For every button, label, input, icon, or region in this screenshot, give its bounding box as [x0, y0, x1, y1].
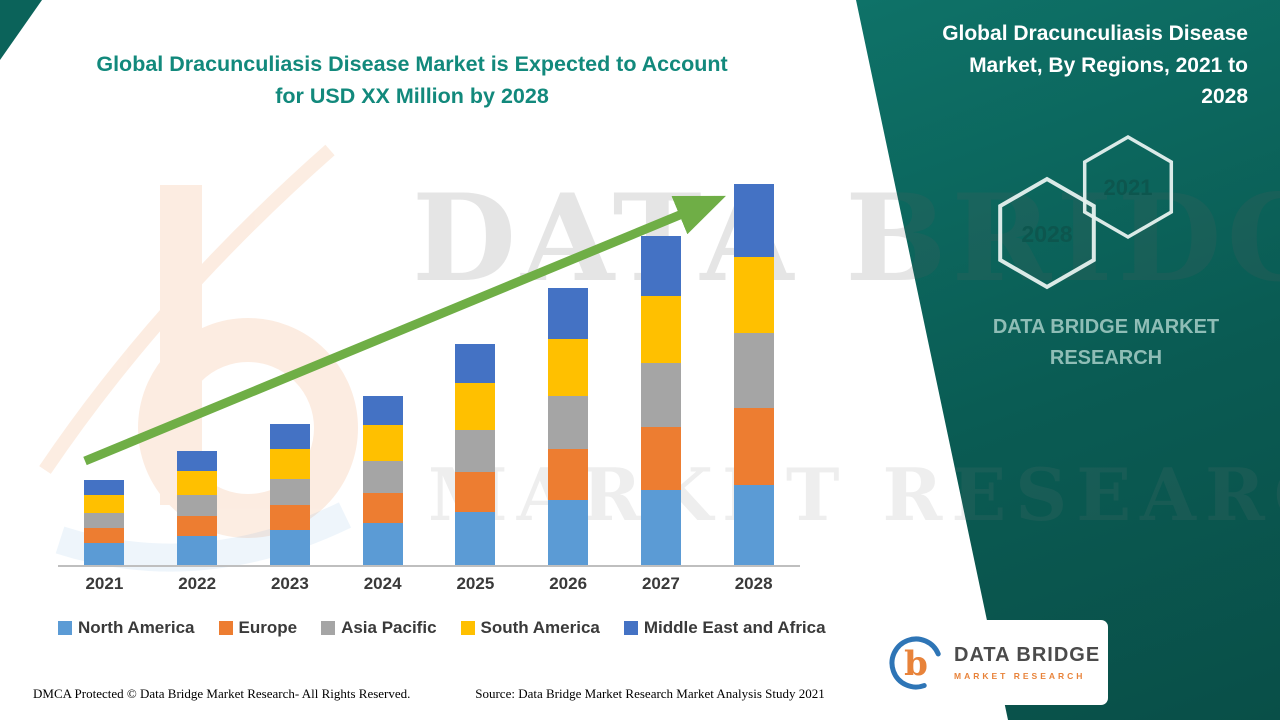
page-title-line2: for USD XX Million by 2028: [275, 84, 549, 109]
bar-segment-2023-europe: [269, 505, 310, 531]
bar-segment-2022-middle-east-and-africa: [177, 450, 218, 472]
bar-segment-2023-south-america: [269, 449, 310, 480]
bar-segment-2026-europe: [548, 449, 589, 501]
bar-segment-2026-middle-east-and-africa: [548, 287, 589, 339]
databridge-logo-card: b DATA BRIDGE MARKET RESEARCH: [876, 620, 1108, 705]
bar-slot-2021: [58, 480, 151, 565]
panel-title: Global Dracunculiasis Disease Market, By…: [942, 22, 1248, 108]
bar-segment-2027-middle-east-and-africa: [640, 236, 681, 296]
legend-swatch: [623, 621, 638, 635]
bar-segment-2021-middle-east-and-africa: [84, 480, 125, 496]
bar-segment-2024-north-america: [362, 523, 403, 565]
stacked-bar-2021: [84, 480, 125, 565]
bar-segment-2026-asia-pacific: [548, 396, 589, 450]
legend-swatch: [58, 621, 72, 635]
x-axis-label-2027: 2027: [641, 574, 680, 593]
stacked-bar-2023: [269, 423, 310, 565]
bar-segment-2022-asia-pacific: [177, 495, 218, 517]
logo-name: DATA BRIDGE: [954, 644, 1101, 666]
bar-segment-2022-europe: [177, 516, 218, 537]
bar-slot-2023: [244, 423, 337, 565]
bar-segment-2028-europe: [733, 408, 774, 486]
legend-label: South America: [480, 618, 600, 637]
logo-b-letter: b: [904, 644, 928, 684]
bar-segment-2023-middle-east-and-africa: [269, 423, 310, 450]
stacked-bar-2024: [362, 395, 403, 565]
bar-segment-2022-north-america: [177, 536, 218, 565]
legend-item-middle-east-and-africa: Middle East and Africa: [623, 618, 826, 638]
legend-label: Middle East and Africa: [643, 618, 826, 637]
legend-swatch: [321, 621, 336, 635]
bar-segment-2022-south-america: [177, 471, 218, 496]
bar-segment-2021-europe: [84, 528, 125, 544]
legend-label: Asia Pacific: [341, 618, 437, 637]
dmca-text: DMCA Protected © Data Bridge Market Rese…: [33, 686, 411, 701]
stacked-bar-2026: [548, 287, 589, 565]
x-axis-line: [58, 565, 800, 567]
panel-brand-text: DATA BRIDGE MARKET RESEARCH: [992, 316, 1220, 369]
stacked-bar-2028: [733, 184, 774, 565]
bar-segment-2026-south-america: [548, 338, 589, 397]
bar-segment-2025-europe: [455, 472, 496, 513]
bar-slot-2026: [522, 287, 615, 565]
bar-slot-2022: [151, 450, 244, 565]
bar-segment-2027-europe: [640, 427, 681, 491]
page-title: Global Dracunculiasis Disease Market is …: [72, 48, 752, 113]
legend-label: North America: [78, 618, 195, 637]
bar-segment-2028-south-america: [733, 256, 774, 333]
legend-item-europe: Europe: [218, 618, 298, 638]
bar-segment-2021-south-america: [84, 495, 125, 514]
bar-segment-2027-south-america: [640, 295, 681, 363]
bar-segment-2024-south-america: [362, 425, 403, 462]
bar-slot-2024: [336, 395, 429, 565]
bar-segment-2028-middle-east-and-africa: [733, 184, 774, 257]
databridge-logo-icon: b: [889, 636, 943, 689]
bar-slot-2027: [615, 236, 708, 565]
bar-segment-2024-asia-pacific: [362, 461, 403, 494]
bar-segment-2028-asia-pacific: [733, 332, 774, 409]
legend-item-asia-pacific: Asia Pacific: [321, 618, 437, 638]
x-axis-label-2021: 2021: [85, 574, 124, 593]
source-text: Source: Data Bridge Market Research Mark…: [475, 686, 825, 701]
bar-segment-2025-middle-east-and-africa: [455, 343, 496, 384]
bar-segment-2023-north-america: [269, 530, 310, 565]
page-title-line1: Global Dracunculiasis Disease Market is …: [96, 52, 728, 76]
bar-segment-2021-north-america: [84, 543, 125, 565]
bar-segment-2023-asia-pacific: [269, 479, 310, 506]
bar-segment-2024-middle-east-and-africa: [362, 395, 403, 426]
bar-segment-2027-asia-pacific: [640, 362, 681, 428]
chart-legend: North America Europe Asia Pacific South Ame…: [58, 618, 848, 638]
x-axis-label-2024: 2024: [363, 574, 402, 593]
bar-segment-2028-north-america: [733, 485, 774, 565]
bar-segment-2024-europe: [362, 493, 403, 524]
stacked-bar-chart: [58, 180, 800, 565]
bar-segment-2025-asia-pacific: [455, 430, 496, 473]
logo-subtitle: MARKET RESEARCH: [954, 671, 1086, 681]
bar-segment-2025-north-america: [455, 512, 496, 565]
bar-segment-2026-north-america: [548, 500, 589, 565]
bar-slot-2025: [429, 343, 522, 565]
stacked-bar-2022: [177, 450, 218, 565]
bar-segment-2025-south-america: [455, 383, 496, 431]
x-axis-label-2026: 2026: [549, 574, 588, 593]
legend-item-north-america: North America: [58, 618, 195, 638]
x-axis-label-2022: 2022: [178, 574, 217, 593]
legend-swatch: [218, 621, 233, 635]
legend-item-south-america: South America: [460, 618, 600, 638]
x-axis-label-2025: 2025: [456, 574, 495, 593]
legend-label: Europe: [238, 618, 298, 637]
stacked-bar-2025: [455, 343, 496, 565]
legend-swatch: [460, 621, 475, 635]
stacked-bar-2027: [640, 236, 681, 565]
bar-segment-2021-asia-pacific: [84, 513, 125, 529]
bar-segment-2027-north-america: [640, 490, 681, 565]
bar-slot-2028: [707, 184, 800, 565]
x-axis-label-2028: 2028: [734, 574, 773, 593]
x-axis-label-2023: 2023: [270, 574, 309, 593]
x-axis-labels: 2021 2022 2023 2024 2025 2026 2027 2028: [58, 574, 800, 594]
corner-accent-triangle: [0, 0, 42, 60]
